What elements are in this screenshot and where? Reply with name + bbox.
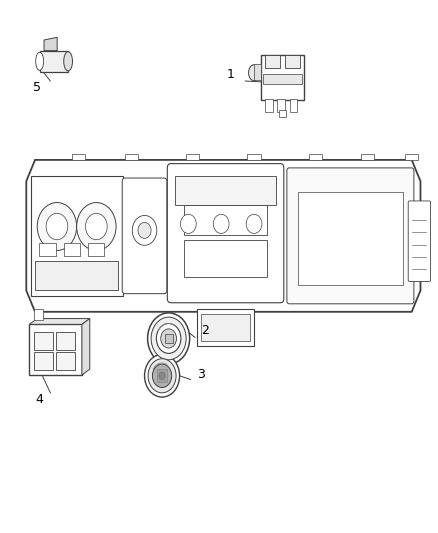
Circle shape <box>46 213 68 240</box>
Bar <box>56 352 75 370</box>
Bar <box>261 55 304 100</box>
Bar <box>247 154 261 160</box>
Bar <box>197 309 254 346</box>
Bar <box>34 309 43 320</box>
Text: 5: 5 <box>33 80 41 94</box>
Bar <box>157 369 167 382</box>
Text: 1: 1 <box>226 68 234 82</box>
Bar <box>29 324 82 375</box>
Ellipse shape <box>64 52 72 71</box>
Text: 4: 4 <box>35 393 43 407</box>
Circle shape <box>152 364 172 387</box>
Bar <box>277 99 285 112</box>
Ellipse shape <box>249 64 259 80</box>
Bar <box>165 334 173 343</box>
FancyBboxPatch shape <box>122 178 167 294</box>
Circle shape <box>37 203 77 251</box>
Bar <box>290 99 297 112</box>
Circle shape <box>148 313 190 364</box>
Bar <box>34 352 53 370</box>
Text: 3: 3 <box>197 368 205 382</box>
Bar <box>265 99 273 112</box>
Bar <box>175 176 276 205</box>
Bar <box>31 176 123 296</box>
Circle shape <box>77 203 116 251</box>
Circle shape <box>138 222 151 238</box>
FancyBboxPatch shape <box>287 168 414 304</box>
Circle shape <box>180 214 196 233</box>
Circle shape <box>246 214 262 233</box>
Bar <box>201 314 250 341</box>
FancyBboxPatch shape <box>167 164 284 303</box>
Circle shape <box>151 317 186 360</box>
Bar <box>265 55 280 68</box>
Bar <box>39 51 68 72</box>
Bar <box>34 333 53 350</box>
Bar <box>64 243 80 256</box>
Polygon shape <box>82 319 90 375</box>
Bar <box>405 154 418 160</box>
Text: 2: 2 <box>201 324 209 337</box>
Bar <box>184 205 267 235</box>
Ellipse shape <box>35 52 43 70</box>
Polygon shape <box>29 319 90 324</box>
FancyBboxPatch shape <box>408 201 431 281</box>
Circle shape <box>85 213 107 240</box>
Circle shape <box>132 215 157 245</box>
Bar <box>298 192 403 285</box>
Bar <box>309 154 322 160</box>
Bar <box>72 154 85 160</box>
Polygon shape <box>44 37 57 51</box>
Bar <box>254 63 261 79</box>
Bar <box>361 154 374 160</box>
Bar <box>39 243 56 256</box>
Bar <box>88 243 104 256</box>
Circle shape <box>159 372 165 379</box>
Circle shape <box>148 359 176 393</box>
Bar <box>35 261 118 290</box>
Circle shape <box>156 324 181 353</box>
Bar <box>125 154 138 160</box>
Bar <box>263 75 302 84</box>
Circle shape <box>145 354 180 397</box>
Bar <box>186 154 199 160</box>
Bar <box>184 240 267 277</box>
Circle shape <box>161 329 177 348</box>
Bar <box>279 110 286 117</box>
Bar <box>285 55 300 68</box>
Bar <box>56 333 75 350</box>
PathPatch shape <box>26 160 420 312</box>
Circle shape <box>213 214 229 233</box>
